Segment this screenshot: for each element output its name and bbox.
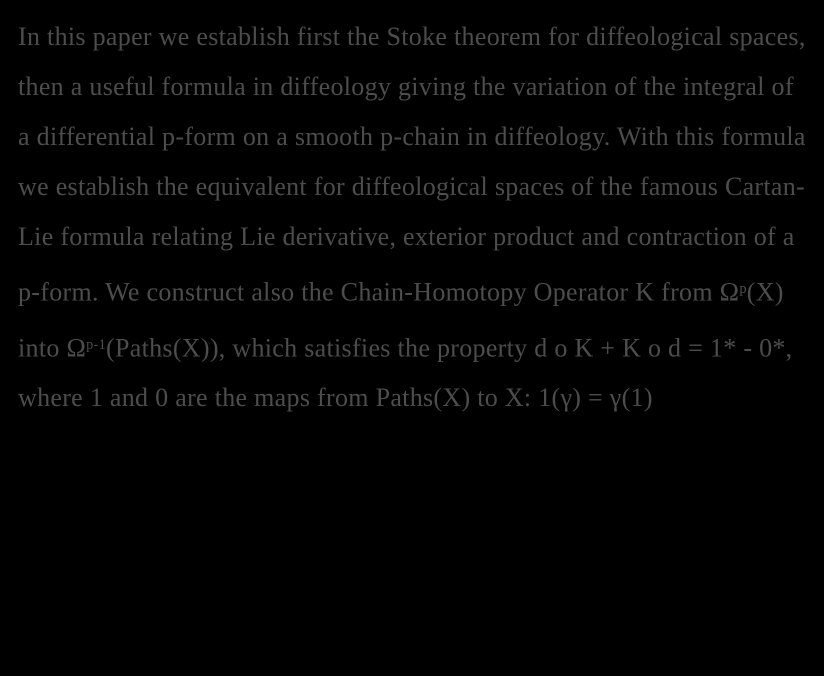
- superscript-p: p: [739, 281, 746, 297]
- abstract-paragraph: In this paper we establish first the Sto…: [0, 0, 824, 435]
- abstract-text-mid2: (Paths(X)), which satisfies the property…: [18, 333, 792, 412]
- superscript-p-minus-1: p-1: [86, 337, 106, 353]
- abstract-text-main: In this paper we establish first the Sto…: [18, 22, 806, 307]
